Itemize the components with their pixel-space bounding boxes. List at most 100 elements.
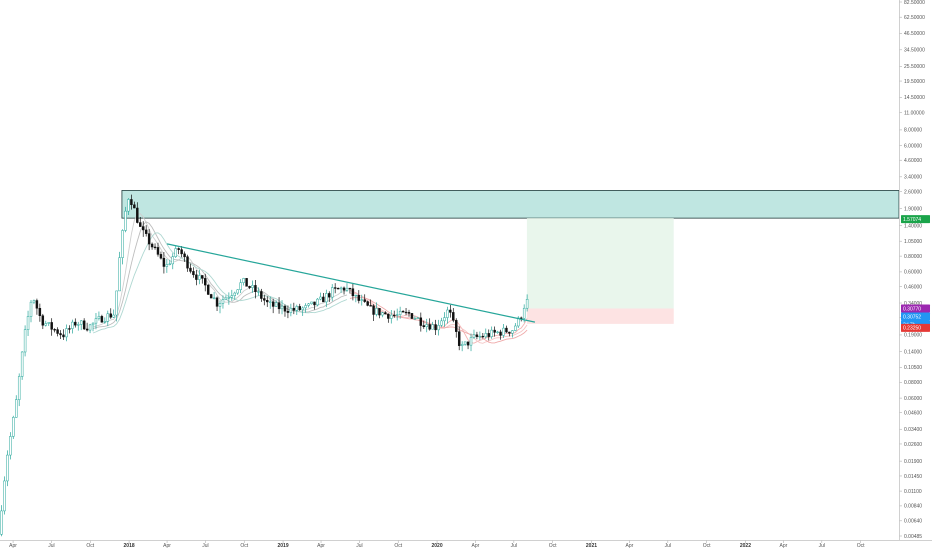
descending-trendline[interactable] xyxy=(166,243,536,323)
candle-up xyxy=(316,298,319,306)
candle-down xyxy=(133,204,136,209)
candle-down xyxy=(82,320,86,330)
long-position-profit-zone[interactable] xyxy=(526,218,674,309)
candle-down xyxy=(156,247,160,255)
candle-up xyxy=(165,264,169,267)
candle-up xyxy=(354,295,358,297)
x-tick-label: 2019 xyxy=(278,543,289,549)
y-tick-label: 34.50000 xyxy=(904,48,925,54)
candle-up xyxy=(26,316,30,330)
candle-up xyxy=(168,263,172,265)
candle-up xyxy=(268,301,272,303)
y-tick-label: 11.00000 xyxy=(904,110,925,116)
candle-up xyxy=(71,321,74,329)
trendline-layer[interactable] xyxy=(166,243,536,323)
candle-down xyxy=(422,325,425,327)
candle-up xyxy=(307,303,310,306)
y-tick-label: 0.19000 xyxy=(904,333,922,339)
candle-up xyxy=(511,330,514,334)
candle-up xyxy=(381,312,384,316)
candle-down xyxy=(277,302,281,310)
y-tick-label: 2.60000 xyxy=(904,189,922,195)
x-tick-label: Jul xyxy=(356,543,362,549)
y-tick-label: 0.00485 xyxy=(904,534,922,540)
candle-down xyxy=(481,335,485,338)
candle-down xyxy=(195,274,198,280)
candle-down xyxy=(150,243,154,248)
y-tick-label: 0.60000 xyxy=(904,270,922,276)
candle-up xyxy=(460,343,464,346)
y-tick-label: 62.50000 xyxy=(904,15,925,21)
candle-down xyxy=(153,246,157,249)
candle-up xyxy=(242,278,245,283)
x-tick-label: Oct xyxy=(394,543,402,549)
candle-up xyxy=(274,302,278,307)
x-tick-label: 2021 xyxy=(586,543,597,549)
price-badge xyxy=(901,323,930,332)
candle-down xyxy=(147,233,151,245)
candle-up xyxy=(390,314,393,319)
x-tick-label: Oct xyxy=(703,543,711,549)
candle-up xyxy=(525,299,529,309)
candle-down xyxy=(328,293,331,298)
candle-down xyxy=(62,334,65,338)
candle-up xyxy=(9,436,12,456)
candle-up xyxy=(198,275,201,280)
candle-down xyxy=(180,249,183,255)
candle-up xyxy=(310,301,313,305)
x-tick-label: Jul xyxy=(48,543,54,549)
long-position-loss-zone[interactable] xyxy=(526,308,674,324)
y-tick-label: 82.50000 xyxy=(904,0,925,6)
x-tick-label: Jul xyxy=(511,543,517,549)
candle-up xyxy=(3,480,6,512)
x-tick-label: Oct xyxy=(549,543,557,549)
candle-up xyxy=(295,306,299,311)
candle-up xyxy=(440,320,443,326)
candle-up xyxy=(12,417,15,437)
ribbon-line-early xyxy=(92,232,348,334)
candle-up xyxy=(437,325,440,331)
y-axis[interactable]: 82.50000 62.50000 46.50000 34.50000 25.50000… xyxy=(899,0,926,540)
candle-down xyxy=(336,287,340,290)
candle-down xyxy=(322,296,325,303)
price-badge-label: 0.30752 xyxy=(903,314,921,320)
candle-up xyxy=(79,320,83,325)
candle-up xyxy=(514,325,517,331)
candle-down xyxy=(487,333,490,337)
candle-up xyxy=(91,322,95,326)
resistance-zone[interactable] xyxy=(121,190,900,219)
candle-down xyxy=(351,288,355,297)
candle-up xyxy=(106,313,110,322)
y-tick-label: 0.00640 xyxy=(904,519,922,525)
candle-down xyxy=(393,314,396,317)
candle-up xyxy=(121,230,124,258)
zones-layer xyxy=(121,190,900,324)
candle-up xyxy=(44,323,47,326)
x-tick-label: Apr xyxy=(472,543,480,549)
candle-up xyxy=(224,297,228,300)
candle-up xyxy=(375,308,378,315)
candle-down xyxy=(434,324,437,331)
y-tick-label: 1.90000 xyxy=(904,207,922,213)
x-tick-label: Oct xyxy=(857,543,865,549)
candle-up xyxy=(339,287,343,290)
y-tick-label: 0.80000 xyxy=(904,254,922,260)
y-tick-label: 1.40000 xyxy=(904,223,922,229)
ribbon-line-early xyxy=(92,213,348,328)
candle-up xyxy=(345,287,349,291)
candle-down xyxy=(263,298,266,301)
candle-down xyxy=(35,300,39,309)
y-tick-label: 0.06000 xyxy=(904,396,922,402)
candle-up xyxy=(484,333,488,338)
candle-up xyxy=(502,327,505,336)
candle-down xyxy=(53,329,56,331)
y-tick-label: 4.60000 xyxy=(904,158,922,164)
y-tick-label: 0.08000 xyxy=(904,380,922,386)
candle-down xyxy=(493,329,496,333)
y-tick-label: 0.00840 xyxy=(904,504,922,510)
candle-up xyxy=(0,510,3,535)
price-badge xyxy=(901,215,930,224)
x-axis[interactable]: Apr Jul Oct 2018 Apr Jul Oct 2019 Apr Jul Oct 2020 A… xyxy=(9,540,865,550)
